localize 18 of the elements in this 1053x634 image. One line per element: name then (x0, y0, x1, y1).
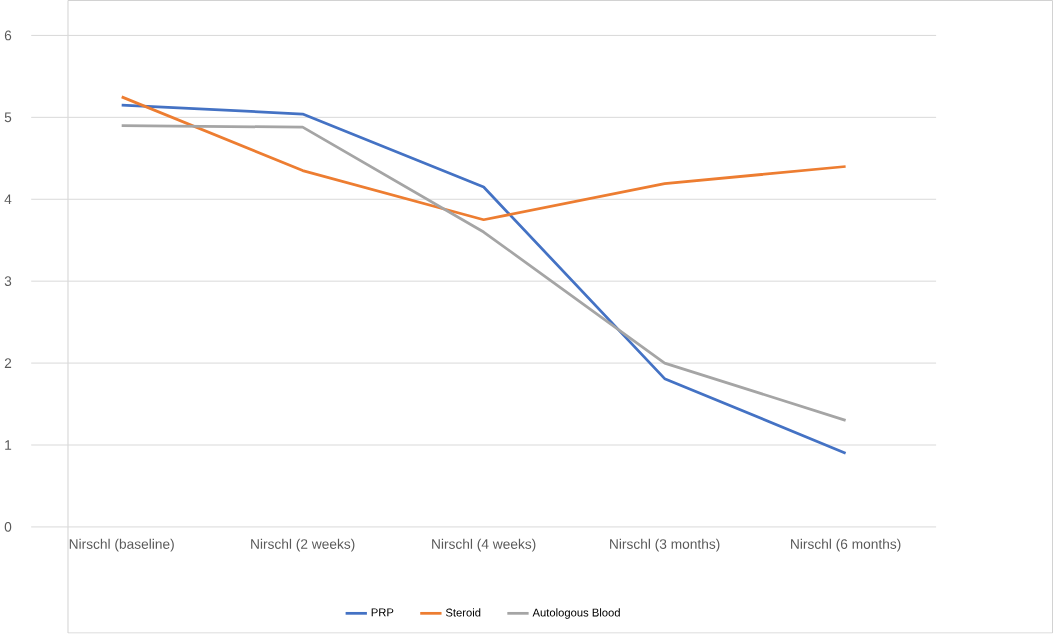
x-tick-label: Nirschl (2 weeks) (251, 539, 355, 552)
y-tick-label: 1 (5, 440, 12, 450)
legend-label: Steroid (445, 608, 481, 617)
y-tick-label: 6 (4, 30, 12, 41)
legend-label: Autologous Blood (532, 608, 620, 620)
x-tick-label: Nirschl (baseline) (69, 539, 174, 552)
x-tick-label: Nirschl (6 months) (791, 539, 901, 552)
line-series (120, 103, 848, 455)
y-tick-label: 2 (4, 358, 12, 369)
y-tick-label: 4 (4, 194, 12, 205)
y-tick-label: 0 (4, 522, 12, 533)
x-tick-label: Nirschl (3 months) (610, 539, 720, 552)
line-series (120, 95, 848, 222)
y-tick-label: 5 (4, 112, 12, 123)
legend-label: PRP (371, 608, 394, 617)
x-tick-label: Nirschl (4 weeks) (432, 539, 536, 552)
line-series (120, 124, 848, 423)
y-tick-label: 3 (4, 276, 12, 287)
